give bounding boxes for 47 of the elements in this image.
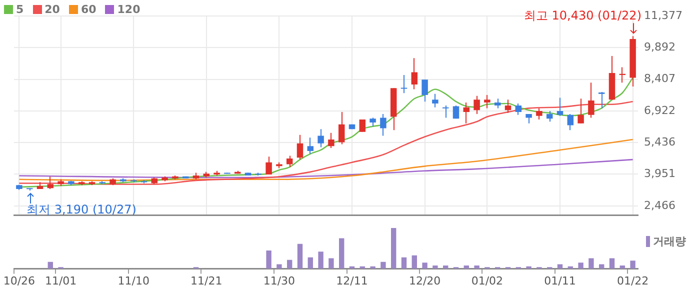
bar — [401, 257, 407, 269]
x-tick-label: 11/10 — [118, 274, 150, 288]
x-tick-label: 01/11 — [544, 274, 576, 288]
bar — [276, 264, 282, 269]
bar — [380, 262, 386, 269]
bar — [266, 250, 272, 269]
bar — [339, 238, 344, 269]
bar — [391, 228, 396, 269]
y-tick-label: 2,466 — [644, 198, 676, 212]
x-tick-label: 11/30 — [263, 274, 296, 288]
bar — [287, 260, 292, 269]
bar — [297, 244, 303, 269]
bar — [328, 258, 334, 269]
bar — [432, 266, 438, 269]
candlestick — [442, 105, 449, 118]
legend-label: 60 — [80, 3, 96, 16]
y-tick-label: 8,407 — [644, 72, 676, 86]
legend-label: 20 — [44, 3, 60, 16]
x-tick-label: 12/11 — [336, 274, 368, 288]
x-tick-label: 11/21 — [190, 274, 222, 288]
bar — [474, 266, 480, 269]
bar — [308, 257, 313, 269]
bar — [48, 262, 53, 269]
bar — [578, 262, 584, 269]
y-tick-label: 3,951 — [644, 167, 676, 180]
x-tick-label: 01/02 — [471, 274, 504, 288]
bar — [609, 258, 615, 269]
annotation: 최고 10,430 (01/22) — [524, 8, 642, 22]
y-tick-label: 9,892 — [644, 40, 676, 54]
bar — [588, 258, 594, 269]
x-tick-label: 10/26 — [3, 274, 36, 288]
y-tick-label: 6,922 — [644, 104, 676, 117]
annotation: 최저 3,190 (10/27) — [26, 202, 136, 217]
y-tick-label: 11,377 — [644, 8, 682, 22]
legend-label: 5 — [15, 3, 24, 16]
bar — [630, 260, 636, 269]
bar — [422, 262, 428, 269]
x-tick-label: 11/01 — [44, 274, 77, 288]
x-tick-label: 12/20 — [408, 274, 441, 288]
bar — [318, 252, 324, 269]
bar — [412, 255, 417, 269]
legend-label: 거래량 — [652, 234, 686, 249]
candlestick — [400, 74, 408, 94]
legend-label: 120 — [116, 3, 140, 16]
line-series — [18, 158, 634, 178]
y-tick-label: 5,436 — [644, 135, 676, 148]
x-tick-label: 01/22 — [616, 274, 649, 288]
